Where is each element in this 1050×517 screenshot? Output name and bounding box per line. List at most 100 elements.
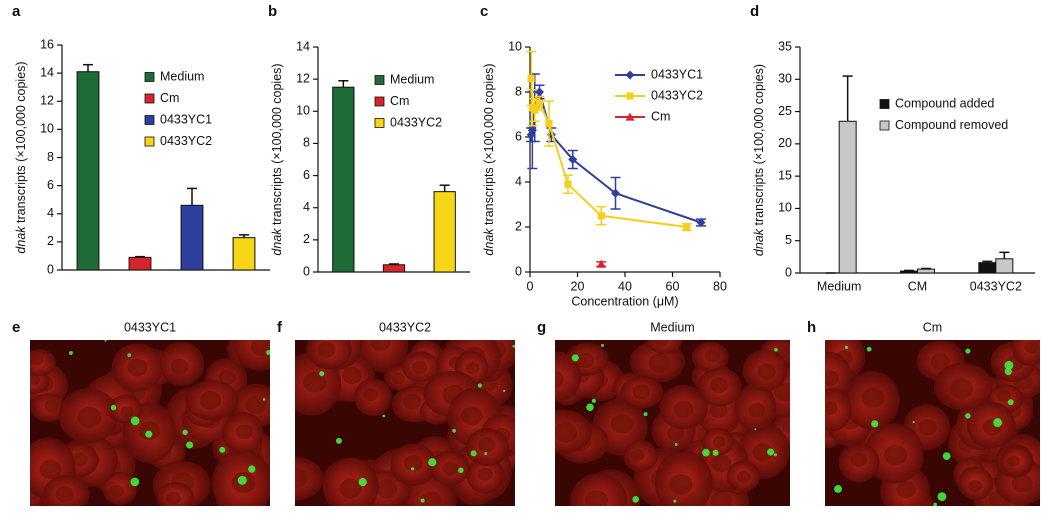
nucleus xyxy=(120,406,134,418)
y-tick-label: 4 xyxy=(303,200,310,214)
green-spot xyxy=(420,498,425,503)
x-tick-label: 40 xyxy=(618,279,632,293)
y-tick-label: 8 xyxy=(303,136,310,150)
nucleus xyxy=(442,461,459,476)
nucleus xyxy=(30,373,41,386)
legend-swatch xyxy=(374,118,385,128)
panel-letter: d xyxy=(750,3,759,20)
nucleus xyxy=(709,402,728,419)
legend-label: Cm xyxy=(390,94,409,108)
panel-letter: e xyxy=(12,319,20,336)
y-tick-label: 5 xyxy=(785,233,792,247)
green-spot xyxy=(452,428,456,433)
green-spot xyxy=(712,449,719,456)
y-tick-label: 10 xyxy=(508,39,522,53)
green-spot xyxy=(358,477,367,487)
nucleus xyxy=(465,362,480,374)
point xyxy=(596,259,606,268)
legend-label: Compound removed xyxy=(895,118,1008,132)
bar xyxy=(917,268,935,274)
panel-letter: c xyxy=(480,3,488,20)
green-spot xyxy=(458,467,464,473)
green-spot xyxy=(937,492,947,502)
green-spot xyxy=(335,437,342,444)
nucleus xyxy=(669,474,693,495)
y-tick-label: 2 xyxy=(515,219,522,233)
x-tick-label: 0 xyxy=(527,279,534,293)
green-spot xyxy=(130,477,140,487)
green-spot xyxy=(702,448,710,457)
y-tick-label: 0 xyxy=(515,264,522,278)
nucleus xyxy=(648,353,671,373)
bar xyxy=(180,204,204,271)
nucleus xyxy=(342,366,362,385)
nucleus xyxy=(363,387,379,402)
nucleus xyxy=(850,452,867,468)
y-axis-label-gene: dnak xyxy=(752,228,766,256)
nucleus xyxy=(235,424,253,440)
legend-label: 0433YC1 xyxy=(651,67,703,81)
nucleus xyxy=(127,358,148,377)
legend-label: Compound added xyxy=(895,96,994,110)
y-axis-label-text: transcripts (×100,000 copies) xyxy=(752,64,766,226)
green-spot xyxy=(965,348,971,354)
legend-swatch xyxy=(374,75,385,85)
y-tick-label: 12 xyxy=(40,94,54,108)
nucleus xyxy=(245,395,267,415)
bar xyxy=(332,86,355,273)
green-spot xyxy=(104,340,107,342)
x-tick-label: Medium xyxy=(817,279,861,293)
y-tick-label: 8 xyxy=(47,150,54,164)
bar xyxy=(900,270,918,274)
green-spot xyxy=(503,389,506,393)
bar xyxy=(995,258,1014,274)
green-spot xyxy=(410,467,415,471)
bar xyxy=(838,120,857,274)
nucleus xyxy=(674,400,694,418)
legend-swatch xyxy=(374,96,385,107)
nucleus xyxy=(138,421,160,441)
nucleus xyxy=(250,340,270,356)
nucleus xyxy=(825,401,838,415)
nucleus xyxy=(460,406,483,426)
nucleus xyxy=(968,480,983,493)
green-spot xyxy=(871,420,879,428)
green-spot xyxy=(591,398,597,403)
bar xyxy=(433,191,456,273)
bar xyxy=(232,237,256,271)
y-tick-label: 4 xyxy=(515,174,522,188)
y-tick-label: 15 xyxy=(778,168,792,182)
y-tick-label: 25 xyxy=(778,104,792,118)
nucleus xyxy=(170,358,189,375)
nucleus xyxy=(781,420,790,434)
micrograph xyxy=(825,340,1040,506)
y-tick-label: 12 xyxy=(296,71,310,85)
y-tick-label: 2 xyxy=(303,232,310,246)
x-tick-label: CM xyxy=(908,279,927,293)
point xyxy=(568,155,578,164)
legend-swatch xyxy=(144,72,155,82)
y-tick-label: 0 xyxy=(785,265,792,279)
green-spot xyxy=(774,347,778,352)
nucleus xyxy=(585,490,609,506)
nucleus xyxy=(710,491,733,506)
green-spot xyxy=(643,412,648,417)
panel-letter: b xyxy=(268,3,277,20)
green-spot xyxy=(127,353,132,357)
cell xyxy=(825,388,852,432)
y-tick-label: 6 xyxy=(515,129,522,143)
nucleus xyxy=(109,484,124,498)
legend-swatch xyxy=(144,136,155,147)
y-tick-label: 14 xyxy=(40,65,54,79)
point xyxy=(535,99,544,107)
legend-swatch xyxy=(879,120,890,131)
nucleus xyxy=(918,419,937,436)
y-tick-label: 8 xyxy=(515,84,522,98)
y-tick-label: 35 xyxy=(778,39,792,53)
nucleus xyxy=(199,391,222,410)
nucleus xyxy=(712,436,726,448)
green-spot xyxy=(130,416,140,426)
nucleus xyxy=(632,384,650,400)
point xyxy=(696,218,706,227)
